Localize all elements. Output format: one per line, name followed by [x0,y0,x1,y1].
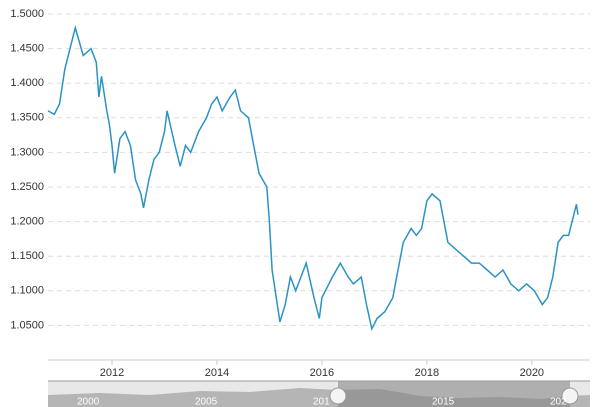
y-tick-label: 1.4500 [10,43,44,55]
navigator-label: 202 [550,397,567,407]
y-tick-label: 1.3000 [10,146,44,158]
y-tick-label: 1.1500 [10,250,44,262]
navigator-handle[interactable] [329,387,347,405]
y-tick-label: 1.2000 [10,216,44,228]
y-tick-label: 1.3500 [10,112,44,124]
y-tick-label: 1.4000 [10,77,44,89]
x-tick-label: 2014 [205,367,229,379]
y-tick-label: 1.0500 [10,319,44,331]
y-tick-label: 1.1000 [10,285,44,297]
line [47,24,579,332]
y-tick-label: 1.5000 [10,8,44,20]
navigator-label: 201 [313,397,330,407]
navigator-label: 2000 [77,397,100,407]
navigator-handle[interactable] [561,387,579,405]
navigator-label: 2015 [432,397,455,407]
x-tick-label: 2012 [100,367,124,379]
x-tick-label: 2020 [520,367,544,379]
y-tick-label: 1.2500 [10,181,44,193]
navigator-selection[interactable] [338,381,570,407]
navigator-label: 2005 [195,397,218,407]
x-tick-label: 2016 [310,367,334,379]
x-tick-label: 2018 [415,367,439,379]
navigator: 2000 2005 201 2015 202 [48,380,590,407]
